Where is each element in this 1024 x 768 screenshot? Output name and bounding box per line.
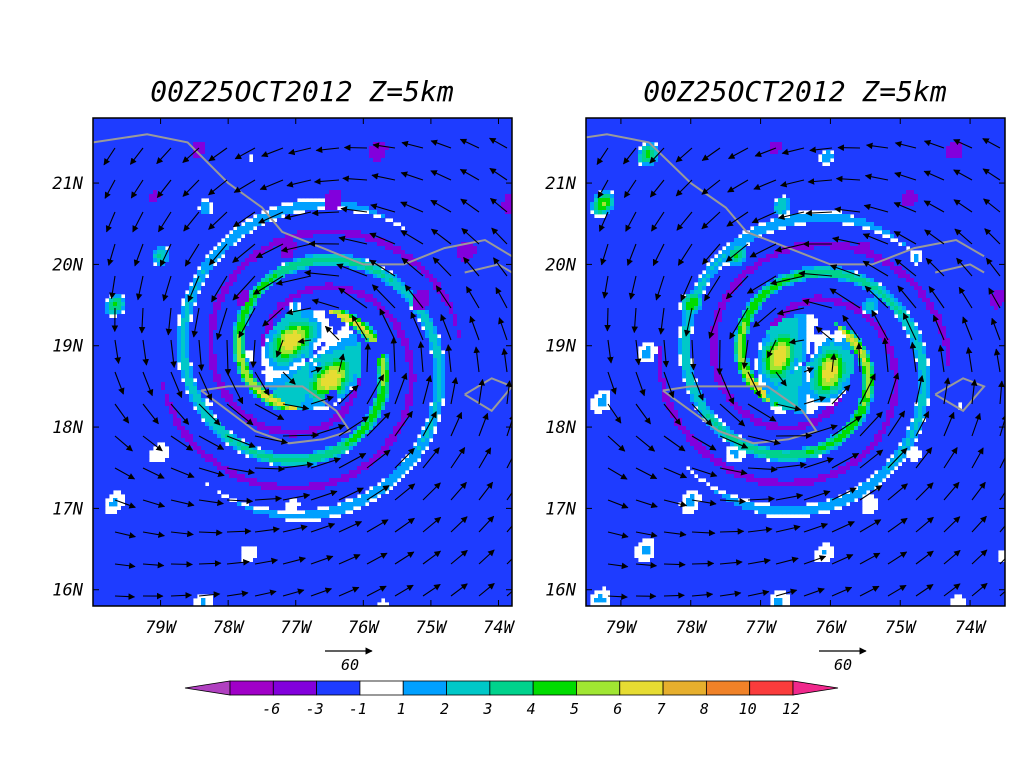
colorbar-label: 5 <box>570 700 579 718</box>
coastline-right-3 <box>934 263 985 274</box>
panel-left-y-tick-label: 19N <box>52 337 83 357</box>
panel-right-y-tick-label: 17N <box>545 499 576 519</box>
panel-right-y-tick-label: 20N <box>545 255 576 275</box>
colorbar-label: 12 <box>782 700 800 718</box>
colorbar-swatch <box>229 680 274 696</box>
panel-left: 00Z25OCT2012 Z=5km 79W 78W 77W 76W 75W 74W 16N… <box>52 75 516 674</box>
panel-right-x-tick-label: 75W <box>885 618 917 638</box>
colorbar-label: 10 <box>739 700 757 718</box>
panel-right-x-tick-label: 77W <box>745 618 777 638</box>
panel-right-frame <box>585 117 1006 607</box>
coastline-left-0 <box>93 133 512 266</box>
colorbar-label: 6 <box>613 700 622 718</box>
colorbar-swatch <box>272 680 318 696</box>
panel-right-x-tick-label: 78W <box>675 618 707 638</box>
colorbar-label: 1 <box>397 700 406 718</box>
colorbar-label: -3 <box>306 700 324 718</box>
colorbar-swatch <box>446 680 491 696</box>
panel-left-wind-vectors <box>103 137 512 600</box>
panel-right-reference-vector: 60 <box>819 647 867 674</box>
panel-right-title: 00Z25OCT2012 Z=5km <box>643 75 947 108</box>
colorbar-label: 3 <box>482 700 492 718</box>
colorbar-swatch <box>532 680 577 696</box>
colorbar-label: -6 <box>262 700 280 718</box>
colorbar-swatch <box>316 680 361 696</box>
panel-left-axes: 79W 78W 77W 76W 75W 74W 16N 17N 18N 19N 20N 21N <box>52 118 516 638</box>
panel-left-reference-vector: 60 <box>325 647 373 674</box>
panel-left-y-tick-label: 18N <box>52 418 83 438</box>
colorbar-swatch <box>576 680 621 696</box>
colorbar-swatch <box>619 680 664 696</box>
panel-left-reference-vector-label: 60 <box>341 656 359 674</box>
colorbar: -6 -3 -1 1 2 3 4 5 6 7 8 10 12 <box>184 680 839 718</box>
colorbar-swatch <box>705 680 751 696</box>
panel-left-y-tick-label: 20N <box>52 255 83 275</box>
colorbar-label: 4 <box>527 700 536 718</box>
panel-left-x-tick-label: 74W <box>483 618 515 638</box>
colorbar-label: -1 <box>349 700 367 718</box>
colorbar-swatch <box>749 680 794 696</box>
colorbar-label: 2 <box>440 700 449 718</box>
panel-right-axes: 79W 78W 77W 76W 75W 74W 16N 17N 18N 19N 20N 21N <box>545 118 1005 638</box>
panel-right: 00Z25OCT2012 Z=5km 79W 78W 77W 76W 75W 74W 16N… <box>545 75 1006 674</box>
panel-right-reference-vector-label: 60 <box>834 656 852 674</box>
colorbar-swatch <box>489 680 534 696</box>
panel-right-x-tick-label: 76W <box>815 618 847 638</box>
colorbar-swatch <box>359 680 404 696</box>
panel-left-x-tick-label: 78W <box>213 618 245 638</box>
panel-left-y-tick-label: 16N <box>52 581 83 601</box>
colorbar-under-arrow <box>184 680 231 696</box>
panel-left-x-tick-label: 75W <box>416 618 448 638</box>
colorbar-label: 7 <box>657 700 666 718</box>
coastline-left-1 <box>200 385 352 445</box>
panel-right-y-tick-label: 16N <box>545 581 576 601</box>
panel-left-title: 00Z25OCT2012 Z=5km <box>150 75 454 108</box>
panel-left-x-tick-label: 77W <box>280 618 312 638</box>
coastline-right-2 <box>934 377 986 413</box>
panel-right-x-tick-label: 79W <box>606 618 638 638</box>
panel-left-y-tick-label: 17N <box>52 499 83 519</box>
panel-right-y-tick-label: 19N <box>545 337 576 357</box>
panel-left-x-tick-label: 79W <box>145 618 177 638</box>
panel-right-field <box>586 118 1005 606</box>
panel-left-frame <box>92 117 513 607</box>
colorbar-swatch <box>662 680 707 696</box>
panel-right-x-tick-label: 74W <box>955 618 987 638</box>
panel-left-x-tick-label: 76W <box>348 618 380 638</box>
panel-right-y-tick-label: 18N <box>545 418 576 438</box>
coastline-right-0 <box>586 133 985 266</box>
panel-left-y-tick-label: 21N <box>52 174 83 194</box>
colorbar-swatch <box>402 680 447 696</box>
colorbar-label: 8 <box>700 700 709 718</box>
panel-right-wind-vectors <box>596 138 1005 601</box>
panel-right-y-tick-label: 21N <box>545 174 576 194</box>
colorbar-over-arrow <box>792 680 839 696</box>
